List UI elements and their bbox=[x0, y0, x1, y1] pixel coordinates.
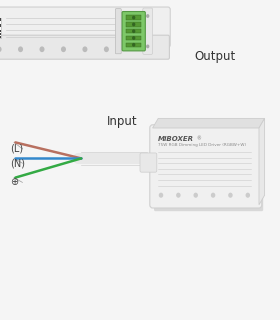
Circle shape bbox=[159, 193, 163, 198]
Bar bbox=[0, 24, 1, 27]
Circle shape bbox=[39, 46, 45, 52]
FancyBboxPatch shape bbox=[122, 12, 145, 51]
Circle shape bbox=[146, 14, 150, 18]
Circle shape bbox=[176, 193, 181, 198]
Circle shape bbox=[0, 46, 2, 52]
FancyBboxPatch shape bbox=[115, 9, 121, 54]
Text: MiBOXER: MiBOXER bbox=[158, 136, 194, 142]
Text: (L): (L) bbox=[10, 144, 23, 154]
FancyBboxPatch shape bbox=[0, 7, 170, 47]
Circle shape bbox=[82, 46, 87, 52]
Bar bbox=[0, 33, 1, 36]
FancyBboxPatch shape bbox=[143, 8, 153, 54]
Circle shape bbox=[246, 193, 250, 198]
Text: ⊕: ⊕ bbox=[10, 177, 18, 188]
Circle shape bbox=[132, 22, 136, 26]
Bar bbox=[0, 36, 1, 38]
Polygon shape bbox=[153, 118, 265, 128]
Bar bbox=[0, 18, 1, 38]
Circle shape bbox=[132, 36, 136, 40]
Text: Input: Input bbox=[106, 115, 137, 128]
Circle shape bbox=[211, 193, 215, 198]
Circle shape bbox=[132, 29, 136, 33]
Circle shape bbox=[228, 193, 233, 198]
Circle shape bbox=[132, 43, 136, 47]
Bar bbox=[126, 29, 141, 34]
Circle shape bbox=[61, 46, 66, 52]
Polygon shape bbox=[259, 118, 265, 205]
Circle shape bbox=[132, 16, 136, 20]
Text: (N): (N) bbox=[10, 158, 25, 168]
Bar bbox=[0, 18, 1, 20]
Bar bbox=[0, 30, 1, 32]
Bar bbox=[126, 22, 141, 27]
Circle shape bbox=[104, 46, 109, 52]
Bar bbox=[126, 36, 141, 40]
FancyBboxPatch shape bbox=[140, 153, 157, 172]
Bar bbox=[126, 15, 141, 20]
FancyBboxPatch shape bbox=[0, 10, 169, 50]
Text: 75W RGB Dimming LED Driver (RGBW+W): 75W RGB Dimming LED Driver (RGBW+W) bbox=[158, 143, 246, 148]
Text: Output: Output bbox=[195, 50, 236, 62]
Circle shape bbox=[18, 46, 23, 52]
Text: ®: ® bbox=[196, 136, 201, 141]
FancyBboxPatch shape bbox=[154, 128, 263, 211]
Circle shape bbox=[146, 44, 150, 48]
FancyBboxPatch shape bbox=[150, 125, 262, 208]
Circle shape bbox=[193, 193, 198, 198]
Bar bbox=[126, 43, 141, 47]
FancyBboxPatch shape bbox=[0, 35, 169, 59]
